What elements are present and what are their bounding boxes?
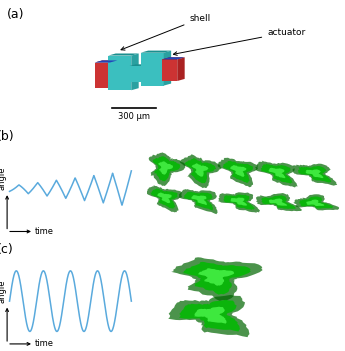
Text: x: x — [177, 229, 180, 234]
Polygon shape — [131, 53, 139, 90]
Polygon shape — [95, 60, 117, 62]
Polygon shape — [269, 198, 287, 206]
Polygon shape — [191, 195, 207, 205]
Polygon shape — [130, 66, 142, 82]
Text: time: time — [35, 339, 54, 349]
Polygon shape — [218, 158, 258, 187]
Polygon shape — [223, 194, 255, 210]
Text: 300 μm: 300 μm — [285, 222, 309, 227]
Polygon shape — [149, 152, 186, 186]
Text: 300 μm: 300 μm — [118, 112, 150, 121]
Polygon shape — [255, 161, 298, 187]
Polygon shape — [95, 62, 110, 88]
Polygon shape — [141, 51, 171, 53]
Polygon shape — [141, 53, 164, 86]
Text: 200 s: 200 s — [313, 138, 331, 144]
Polygon shape — [261, 195, 296, 209]
Polygon shape — [108, 53, 139, 55]
Polygon shape — [179, 300, 240, 332]
Polygon shape — [157, 192, 172, 203]
Text: angle: angle — [0, 279, 7, 303]
Polygon shape — [298, 166, 332, 183]
Polygon shape — [194, 307, 227, 324]
Polygon shape — [145, 185, 182, 212]
Text: (c): (c) — [0, 243, 13, 256]
Polygon shape — [268, 167, 286, 178]
Polygon shape — [130, 64, 148, 66]
Text: time: time — [35, 227, 54, 236]
Text: 0 s: 0 s — [156, 138, 166, 144]
Polygon shape — [150, 188, 178, 208]
Text: 100 s: 100 s — [233, 138, 252, 144]
Polygon shape — [306, 169, 324, 178]
Polygon shape — [142, 64, 148, 82]
Text: angle: angle — [0, 167, 7, 191]
Text: 300 μm: 300 μm — [285, 335, 309, 339]
Polygon shape — [178, 189, 218, 214]
Text: actuator: actuator — [174, 28, 305, 55]
Polygon shape — [177, 57, 185, 81]
Polygon shape — [162, 57, 185, 59]
Polygon shape — [230, 198, 247, 206]
Polygon shape — [108, 55, 131, 90]
Polygon shape — [299, 197, 333, 208]
Text: 50 s: 50 s — [193, 138, 207, 144]
Polygon shape — [168, 295, 249, 337]
Polygon shape — [158, 161, 173, 175]
Text: (a): (a) — [7, 8, 24, 21]
Polygon shape — [184, 192, 213, 211]
Text: shell: shell — [121, 14, 211, 50]
Polygon shape — [198, 268, 234, 286]
Polygon shape — [293, 164, 337, 186]
Polygon shape — [306, 200, 324, 206]
Polygon shape — [180, 154, 222, 188]
Polygon shape — [218, 192, 260, 213]
Text: 150 s: 150 s — [274, 138, 293, 144]
Polygon shape — [256, 193, 302, 211]
Polygon shape — [293, 194, 339, 210]
Polygon shape — [185, 158, 216, 183]
Polygon shape — [162, 59, 177, 81]
Polygon shape — [95, 60, 117, 62]
Polygon shape — [182, 262, 251, 294]
Polygon shape — [162, 57, 185, 59]
Text: y: y — [153, 218, 157, 223]
Polygon shape — [164, 51, 171, 86]
Polygon shape — [261, 164, 293, 184]
Text: (b): (b) — [0, 130, 14, 143]
Polygon shape — [223, 161, 253, 183]
Polygon shape — [230, 165, 246, 177]
Polygon shape — [153, 156, 180, 181]
Polygon shape — [171, 257, 263, 301]
Polygon shape — [192, 163, 208, 177]
Polygon shape — [110, 60, 117, 88]
